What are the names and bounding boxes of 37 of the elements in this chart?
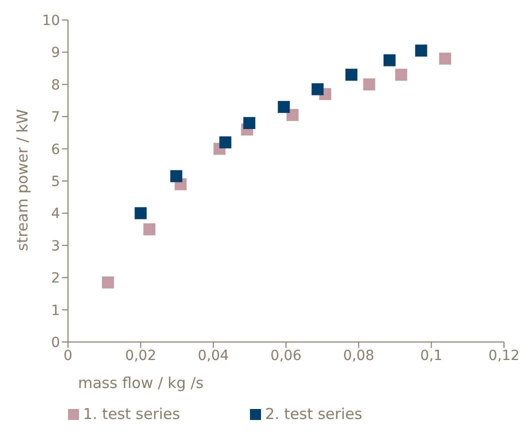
y-tick-label: 8 — [51, 77, 60, 94]
x-tick-label: 0,06 — [270, 348, 302, 364]
point — [345, 68, 358, 81]
point — [143, 223, 156, 236]
y-tick-label: 2 — [51, 270, 60, 287]
y-tick-label: 9 — [51, 45, 60, 62]
point — [278, 100, 290, 113]
point — [102, 276, 114, 288]
x-tick-label: 0,04 — [198, 348, 230, 364]
x-tick-label: 0 — [64, 348, 72, 364]
point — [384, 54, 396, 66]
y-tick-label: 6 — [51, 142, 60, 158]
point — [286, 108, 299, 121]
legend-label: 1. test series — [83, 405, 180, 423]
x-axis-title: mass flow / kg /s — [78, 374, 204, 392]
x-tick-label: 0,02 — [125, 348, 156, 364]
point — [439, 52, 452, 65]
y-tick-label: 4 — [51, 206, 60, 222]
point — [363, 78, 376, 90]
y-tick-label: 1 — [51, 302, 60, 319]
y-tick-label: 0 — [51, 334, 60, 351]
x-tick-label: 0,1 — [420, 348, 442, 364]
point — [219, 136, 232, 148]
point — [415, 44, 428, 57]
point — [170, 170, 182, 182]
y-tick-label: 10 — [42, 12, 60, 29]
y-tick-label: 3 — [51, 238, 60, 254]
point — [312, 83, 324, 96]
point — [134, 207, 147, 220]
legend-label: 2. test series — [265, 405, 362, 423]
point — [243, 117, 256, 130]
y-tick-label: 5 — [51, 174, 60, 190]
x-tick-label: 0,12 — [488, 348, 520, 364]
y-axis-title: stream power / kW — [13, 109, 32, 251]
y-tick-label: 7 — [51, 110, 60, 126]
x-tick-label: 0,08 — [343, 348, 374, 364]
point — [395, 68, 408, 81]
